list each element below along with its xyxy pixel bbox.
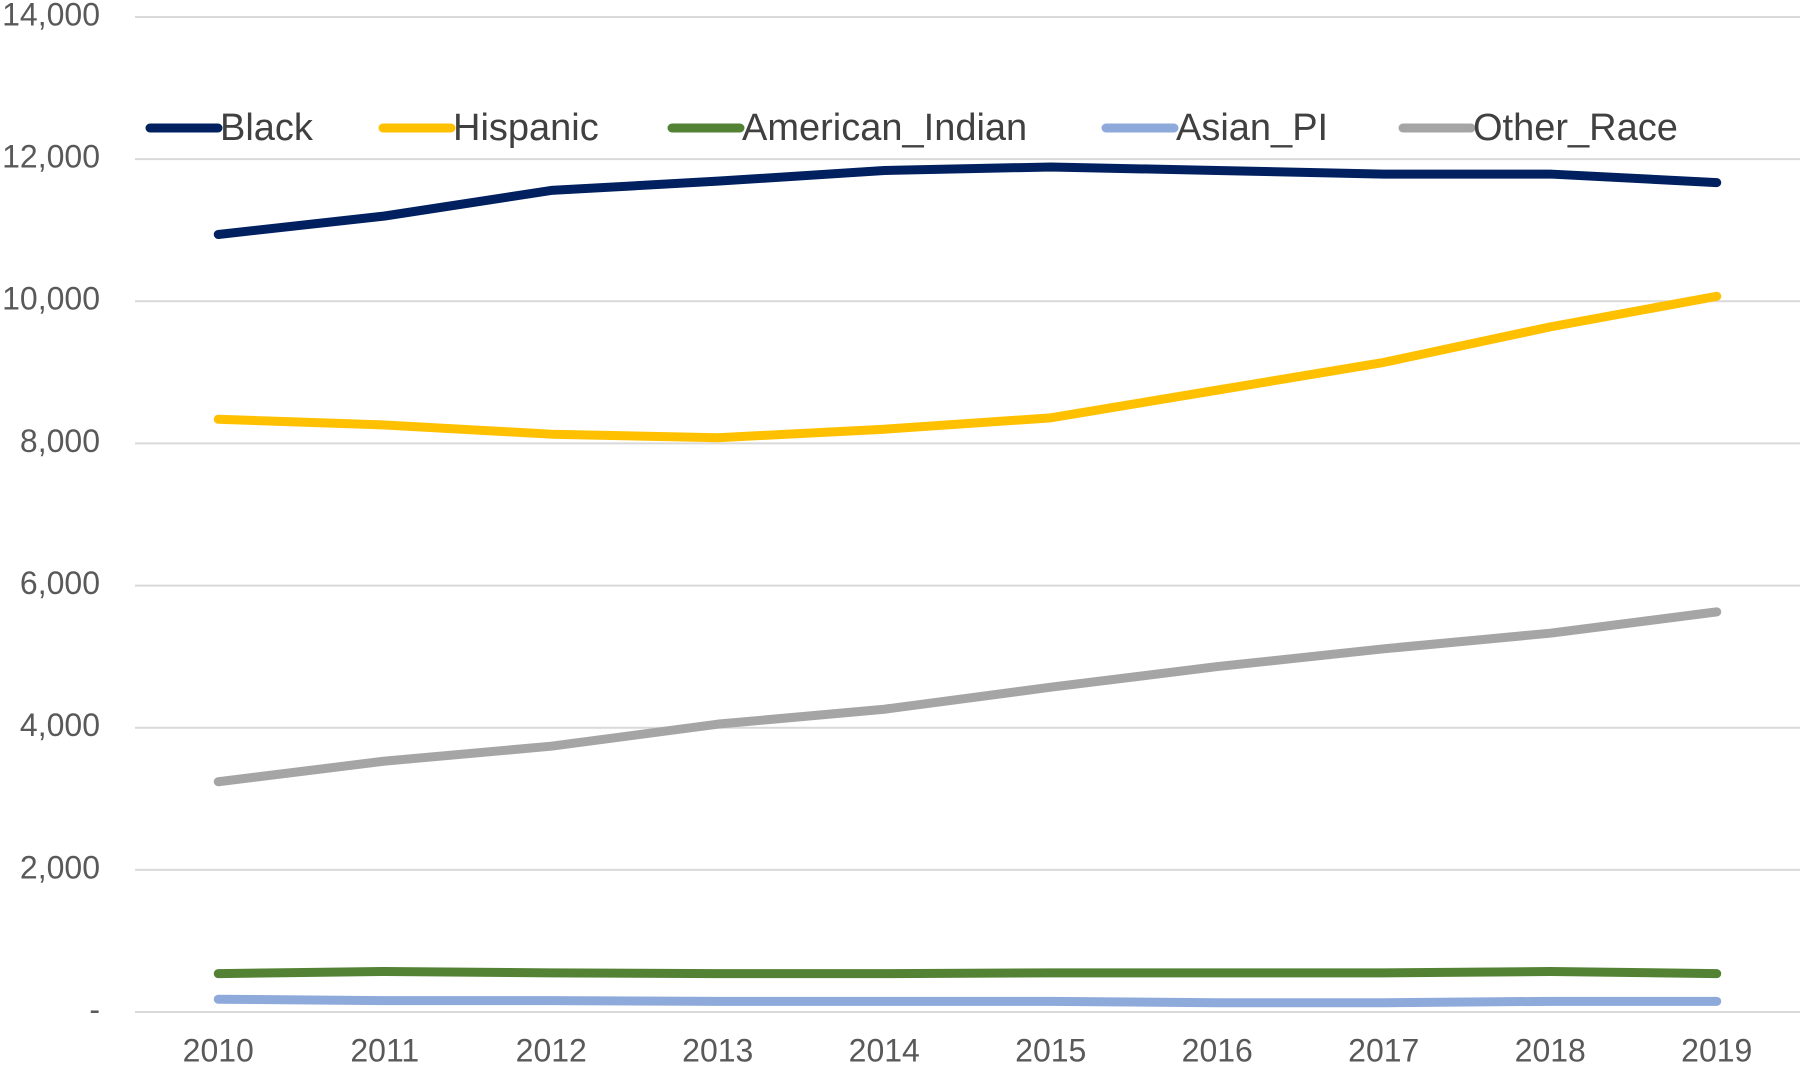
x-tick-label: 2017 <box>1348 1032 1419 1068</box>
y-tick-label: 14,000 <box>2 0 100 32</box>
legend-label: Black <box>220 107 314 149</box>
legend-label: Hispanic <box>453 107 599 149</box>
y-tick-label: 10,000 <box>2 281 100 317</box>
x-tick-label: 2019 <box>1681 1032 1752 1068</box>
series-line <box>213 162 1722 239</box>
legend-label: Asian_PI <box>1176 107 1328 149</box>
y-tick-label: 12,000 <box>2 139 100 175</box>
x-tick-label: 2014 <box>849 1032 920 1068</box>
x-tick-label: 2016 <box>1182 1032 1253 1068</box>
y-tick-label: 2,000 <box>20 849 100 885</box>
x-tick-label: 2012 <box>516 1032 587 1068</box>
series-line <box>213 607 1722 787</box>
series-line <box>213 966 1722 979</box>
legend-label: Other_Race <box>1473 107 1678 149</box>
x-tick-label: 2011 <box>350 1032 419 1068</box>
y-tick-label: 4,000 <box>20 707 100 743</box>
legend-label: American_Indian <box>742 107 1027 149</box>
y-tick-label: - <box>89 991 100 1027</box>
series-line <box>213 994 1722 1008</box>
x-tick-label: 2010 <box>183 1032 254 1068</box>
series-line <box>213 291 1722 443</box>
x-tick-label: 2013 <box>682 1032 753 1068</box>
x-tick-label: 2015 <box>1015 1032 1086 1068</box>
y-tick-label: 8,000 <box>20 423 100 459</box>
x-tick-label: 2018 <box>1515 1032 1586 1068</box>
y-tick-label: 6,000 <box>20 565 100 601</box>
